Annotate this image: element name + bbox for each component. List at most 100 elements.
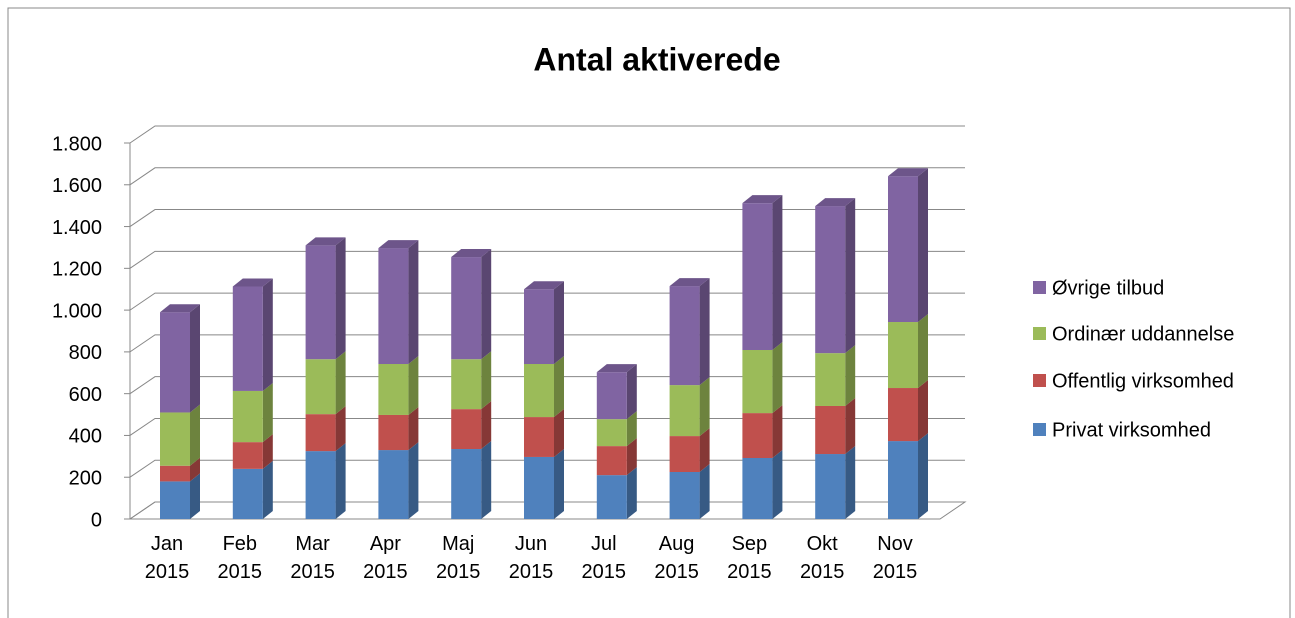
y-tick-label: 800 [69,342,102,364]
bar [524,417,554,457]
bar-side [845,198,856,354]
bar-top [305,237,346,246]
bar-side [335,237,346,360]
bar-side [481,249,492,360]
bar-side [554,356,564,418]
bar-side [335,351,346,415]
bar [596,446,627,476]
bar-side [481,441,492,519]
legend-swatch [1033,281,1046,294]
y-tick-label: 0 [91,509,102,531]
bar [815,206,846,354]
bar [160,412,190,466]
bar [815,454,846,519]
grid-line [129,209,965,227]
x-tick-label: Nov 2015 [872,533,918,583]
bar [160,312,190,413]
bar-top [742,195,783,204]
bar [305,451,336,519]
y-tick-label: 400 [69,426,102,448]
bar [232,286,263,391]
bar-side [845,446,856,519]
bar-top [596,364,637,373]
bar-top [378,240,419,249]
legend-swatch [1033,423,1046,436]
bar-side [481,401,492,450]
bar [888,176,918,323]
bar-side [554,448,564,519]
bar-side [626,411,637,447]
bar-top [815,198,856,207]
bar-side [626,364,637,420]
bar-side [262,460,273,519]
bar-side [772,195,783,351]
bar [160,481,190,519]
bar [305,414,336,452]
grid-line [129,125,965,144]
bar [888,322,918,389]
x-tick-label: Jun 2015 [508,533,554,583]
bar [524,364,554,418]
bar [815,353,846,406]
bar-side [845,345,856,406]
bar [742,413,773,459]
bar [524,456,554,519]
bar-side [699,428,710,472]
bar-side [262,278,273,391]
y-tick-label: 1.600 [52,175,102,197]
bar [378,414,409,451]
bar-side [918,433,928,519]
bar-side [190,304,200,413]
bar-side [408,356,419,415]
chart-border [7,7,1291,618]
bar-side [335,406,346,452]
bar-side [626,438,637,476]
bar-side [408,406,419,451]
legend-label: Privat virksomhed [1052,419,1211,441]
y-tick-label: 1.800 [52,133,102,155]
bar [669,436,700,472]
x-tick-label: Apr 2015 [363,533,408,583]
x-tick-label: Mar 2015 [290,533,335,583]
x-tick-label: Jan 2015 [144,533,190,583]
bar-side [554,281,564,365]
y-tick-label: 600 [69,384,102,406]
bar [451,257,482,360]
legend-swatch [1033,374,1046,387]
bar [305,245,336,360]
bar [669,472,700,519]
bar-side [481,351,492,410]
bar-side [699,377,710,437]
bar [451,449,482,519]
bar-side [408,442,419,519]
bar [742,458,773,519]
bar [378,364,409,415]
y-tick-label: 200 [69,468,102,490]
bar [888,388,918,442]
bar-side [772,450,783,519]
bar [596,475,627,519]
bar [524,289,554,365]
bar-side [335,443,346,519]
legend-swatch [1033,327,1046,340]
bar [451,409,482,450]
bar-top [888,168,928,177]
x-tick-label: Sep 2015 [727,533,772,583]
bar-side [699,464,710,519]
bar-side [408,240,419,365]
legend-label: Øvrige tilbud [1052,277,1164,299]
bar [742,350,773,414]
bar [160,465,190,482]
bar [305,359,336,415]
x-tick-label: Maj 2015 [435,533,481,583]
bar-side [772,342,783,414]
bar-top [669,278,710,287]
x-tick-label: Jul 2015 [581,533,627,583]
bar [669,286,700,386]
grid-line [129,167,965,186]
bar-side [845,397,856,455]
y-tick-label: 1.200 [52,259,102,281]
bar-top [524,281,564,290]
legend-label: Ordinær uddannelse [1052,323,1234,345]
